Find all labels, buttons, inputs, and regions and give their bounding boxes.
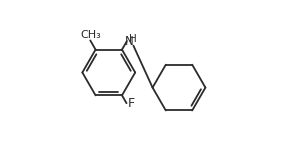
Text: F: F xyxy=(127,97,134,110)
Text: CH₃: CH₃ xyxy=(80,30,101,40)
Text: H: H xyxy=(129,34,136,43)
Text: N: N xyxy=(125,35,133,48)
